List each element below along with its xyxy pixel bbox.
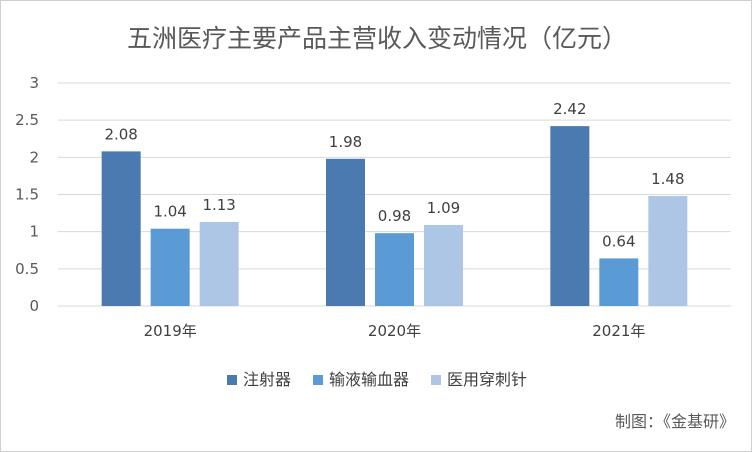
bar [326, 158, 365, 306]
data-label: 0.64 [602, 232, 635, 250]
data-labels: 2.08 1.04 1.13 1.98 0.98 1.09 2.42 0.64 1.48 [104, 100, 684, 250]
x-category-label: 2021年 [592, 322, 645, 340]
bar [150, 228, 190, 306]
bar [101, 151, 141, 306]
legend-label: 医用穿刺针 [447, 370, 527, 389]
bars [101, 126, 688, 306]
data-label: 1.98 [329, 133, 362, 151]
data-label: 1.13 [202, 196, 235, 214]
data-label: 1.09 [427, 199, 460, 217]
y-tick-label: 1.5 [15, 186, 39, 204]
legend-swatch [227, 375, 237, 385]
bar [550, 126, 590, 306]
bar [424, 224, 463, 306]
x-category-label: 2019年 [144, 322, 197, 340]
data-label: 0.98 [378, 207, 411, 225]
y-tick-label: 2 [29, 148, 39, 166]
y-tick-label: 2.5 [15, 111, 39, 129]
data-label: 1.48 [651, 170, 684, 188]
data-label: 1.04 [153, 203, 186, 221]
legend-swatch [313, 375, 323, 385]
chart-title: 五洲医疗主要产品主营收入变动情况（亿元） [127, 24, 627, 53]
x-axis-categories: 2019年 2020年 2021年 [144, 322, 646, 340]
bar [375, 233, 414, 306]
y-axis-ticks: 0 0.5 1 1.5 2 2.5 3 [15, 74, 39, 315]
data-label: 2.08 [104, 125, 137, 143]
legend-label: 输液输血器 [329, 370, 409, 389]
credit-text: 制图：《金基研》 [615, 412, 735, 431]
legend-label: 注射器 [243, 370, 291, 389]
data-label: 2.42 [553, 100, 586, 118]
bar [599, 258, 639, 306]
y-tick-label: 0.5 [15, 260, 39, 278]
x-category-label: 2020年 [368, 322, 421, 340]
legend: 注射器 输液输血器 医用穿刺针 [227, 370, 527, 389]
y-tick-label: 1 [29, 223, 39, 241]
bar [199, 222, 239, 306]
y-tick-label: 3 [29, 74, 39, 92]
bar [648, 195, 688, 306]
y-tick-label: 0 [29, 297, 39, 315]
legend-swatch [431, 375, 441, 385]
